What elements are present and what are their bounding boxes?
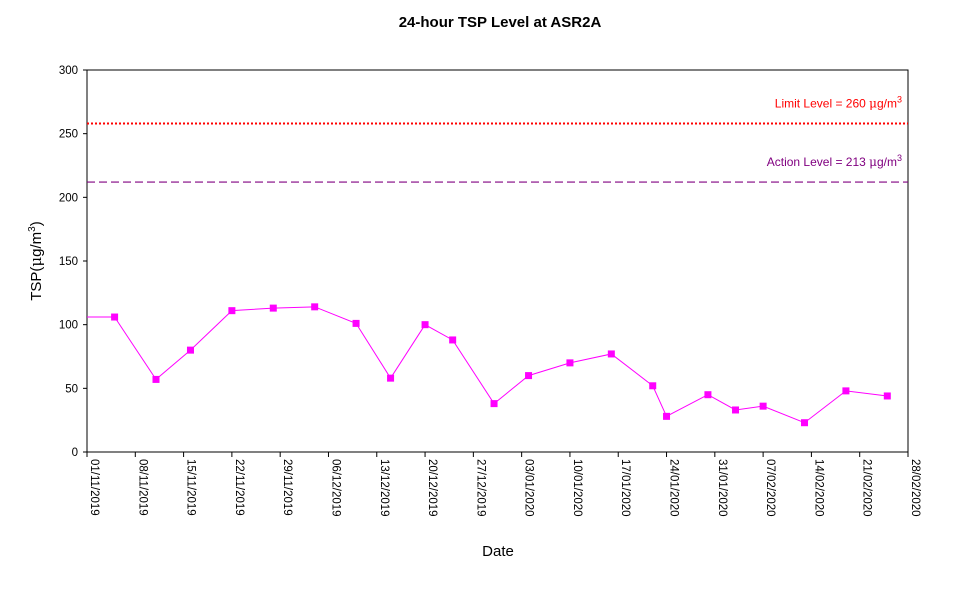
data-point xyxy=(566,359,574,367)
data-point xyxy=(449,336,457,344)
x-tick-label: 17/01/2020 xyxy=(619,459,631,517)
x-tick-label: 28/02/2020 xyxy=(909,459,921,517)
data-point xyxy=(801,419,809,427)
data-point xyxy=(525,372,533,380)
data-point xyxy=(387,374,395,382)
x-tick-label: 27/12/2019 xyxy=(474,459,486,517)
x-tick-label: 31/01/2020 xyxy=(716,459,728,517)
y-tick-label: 50 xyxy=(65,383,78,395)
reference-label-part: 3 xyxy=(897,153,902,163)
y-axis-label: TSP(μg/m3) xyxy=(27,221,45,301)
x-tick-label: 24/01/2020 xyxy=(668,459,680,517)
x-tick-label: 15/11/2019 xyxy=(185,459,197,516)
reference-label-part: μ xyxy=(869,96,877,110)
y-tick-label: 150 xyxy=(59,256,78,268)
data-point xyxy=(421,321,429,329)
reference-line-label: Action Level = 213 μg/m3 xyxy=(767,153,902,169)
series-line xyxy=(87,306,888,424)
data-point xyxy=(352,319,360,327)
x-tick-label: 13/12/2019 xyxy=(378,459,390,517)
data-point xyxy=(186,346,194,354)
reference-label-part: μ xyxy=(869,155,877,169)
data-point xyxy=(759,402,767,410)
y-axis-label-sup: 3 xyxy=(27,226,38,232)
x-tick-label: 07/02/2020 xyxy=(764,459,776,517)
y-tick-label: 250 xyxy=(59,129,78,141)
data-point xyxy=(269,304,277,312)
y-tick-label: 100 xyxy=(59,320,78,332)
y-tick-label: 300 xyxy=(59,65,78,77)
data-point xyxy=(732,406,740,414)
data-point xyxy=(152,375,160,383)
data-point xyxy=(842,387,850,395)
x-axis: 01/11/2019 08/11/2019 15/11/2019 22/11/2019… xyxy=(86,452,921,517)
reference-label-part: 3 xyxy=(897,94,902,104)
plot-area xyxy=(86,69,909,453)
y-axis-label-mu: μ xyxy=(27,257,45,267)
y-tick-label: 0 xyxy=(72,447,78,459)
data-point xyxy=(663,412,671,420)
x-axis-label: Date xyxy=(482,543,514,560)
reference-label-part: Limit Level = 260 xyxy=(775,96,869,110)
reference-label-part: g/m xyxy=(877,155,897,169)
x-tick-label: 22/11/2019 xyxy=(233,459,245,516)
x-tick-label: 10/01/2020 xyxy=(571,459,583,517)
data-point xyxy=(883,392,891,400)
reference-line-label: Limit Level = 260 μg/m3 xyxy=(775,94,902,110)
data-point xyxy=(228,307,236,315)
x-tick-label: 29/11/2019 xyxy=(281,459,293,516)
x-tick-label: 08/11/2019 xyxy=(136,459,148,516)
reference-label-part: Action Level = 213 xyxy=(767,155,869,169)
x-tick-label: 01/11/2019 xyxy=(88,459,100,516)
y-axis-label-close: ) xyxy=(28,221,45,226)
y-axis-label-main: TSP( xyxy=(28,267,45,301)
y-tick-label: 200 xyxy=(59,192,78,204)
y-axis: 0 50 100 150 200 250 300 xyxy=(59,65,87,459)
x-tick-label: 20/12/2019 xyxy=(426,459,438,517)
x-tick-label: 03/01/2020 xyxy=(523,459,535,517)
data-series xyxy=(87,303,891,427)
data-point xyxy=(607,350,615,358)
data-point xyxy=(490,400,498,408)
y-axis-label-unit: g/m xyxy=(28,232,45,257)
x-tick-label: 06/12/2019 xyxy=(329,459,341,517)
chart-title: 24-hour TSP Level at ASR2A xyxy=(399,14,602,31)
reference-label-part: g/m xyxy=(877,96,897,110)
data-point xyxy=(111,313,119,321)
data-point xyxy=(311,303,319,311)
data-point xyxy=(649,382,657,390)
data-point xyxy=(704,391,712,399)
x-tick-label: 14/02/2020 xyxy=(812,459,824,517)
x-tick-label: 21/02/2020 xyxy=(861,459,873,517)
